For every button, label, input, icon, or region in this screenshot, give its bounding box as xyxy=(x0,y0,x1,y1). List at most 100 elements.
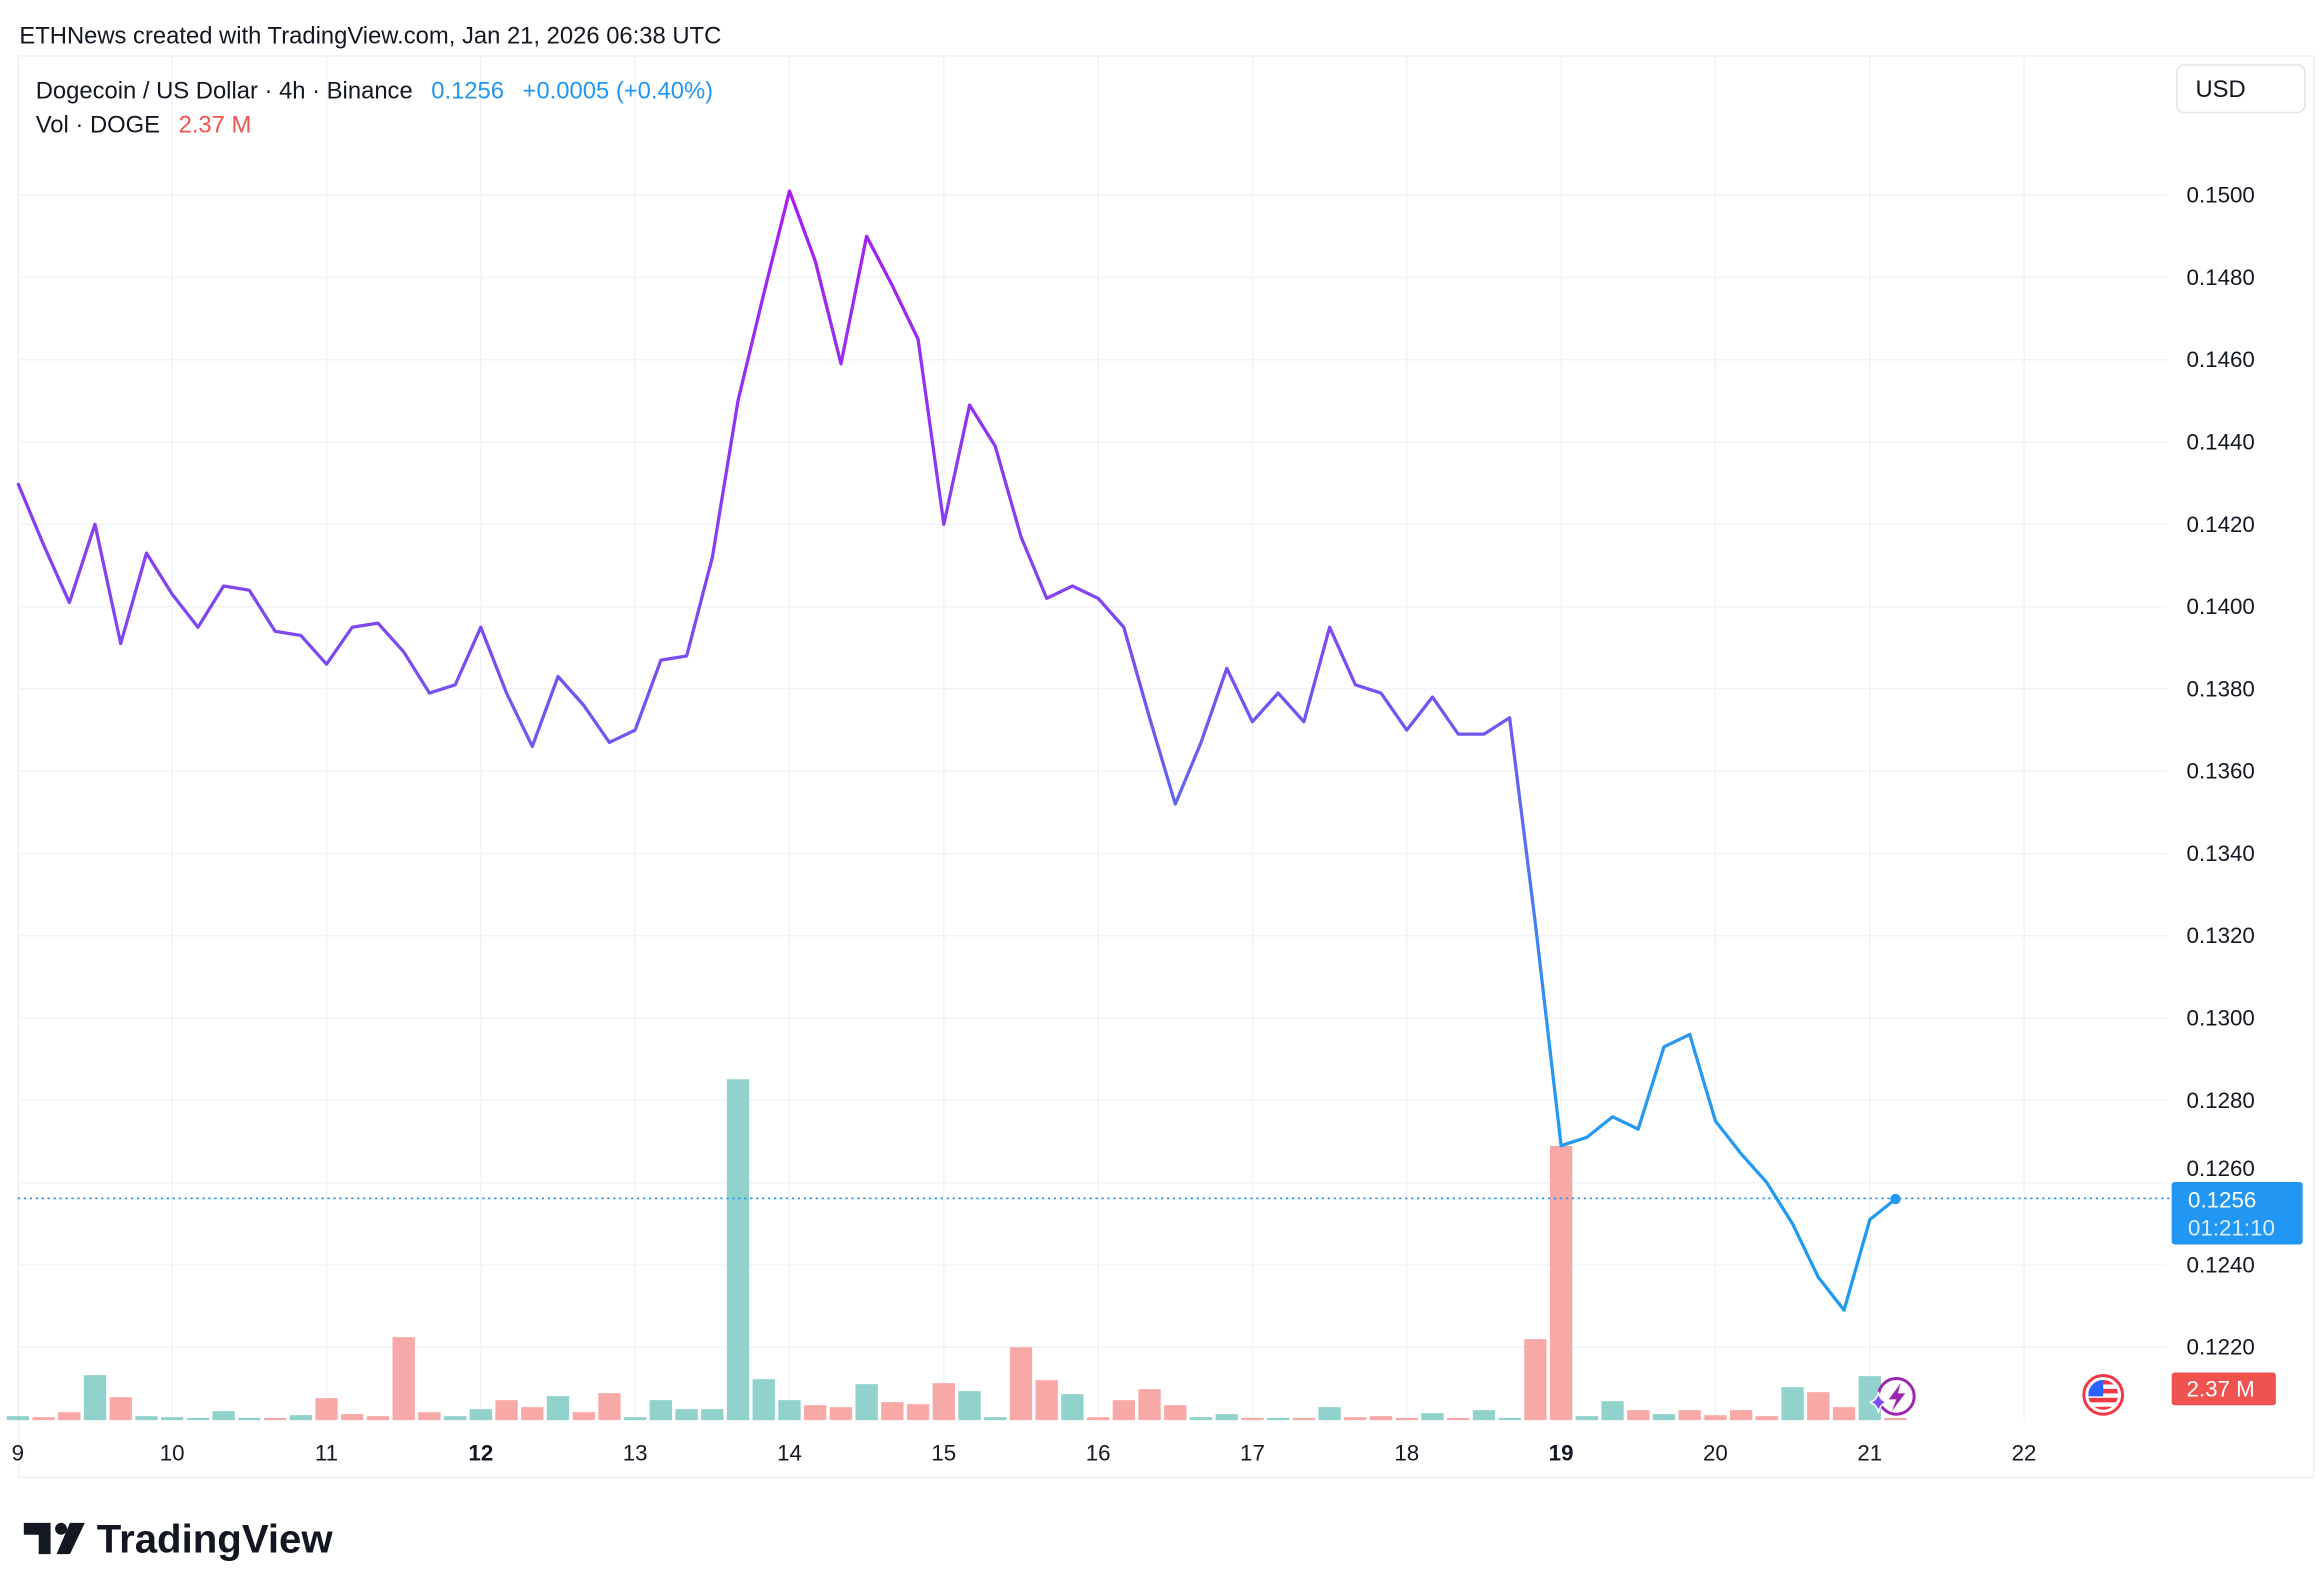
volume-bar xyxy=(546,1396,570,1421)
x-tick-label: 19 xyxy=(1549,1440,1574,1465)
volume-bar xyxy=(263,1417,287,1421)
y-tick-label: 0.1340 xyxy=(2187,841,2255,866)
us-flag-event-icon[interactable] xyxy=(2082,1374,2125,1416)
volume-bar xyxy=(1447,1417,1470,1421)
volume-bar xyxy=(83,1375,107,1421)
volume-bar xyxy=(315,1398,338,1421)
volume-bar xyxy=(855,1384,878,1421)
legend-change: +0.0005 (+0.40%) xyxy=(523,77,714,104)
volume-bar xyxy=(778,1400,801,1421)
volume-bar xyxy=(392,1337,415,1421)
volume-bar xyxy=(1781,1387,1804,1421)
y-tick-label: 0.1320 xyxy=(2187,923,2255,948)
volume-bar xyxy=(366,1416,390,1421)
volume-bar xyxy=(1267,1417,1290,1421)
volume-bar xyxy=(58,1412,81,1421)
legend-last-price: 0.1256 xyxy=(431,77,504,104)
grid xyxy=(17,56,2168,1421)
volume-bar xyxy=(1009,1347,1033,1421)
volume-bar xyxy=(1292,1417,1316,1421)
time-axis[interactable]: 9 10 11 12 13 14 15 16 17 18 19 20 21 22 xyxy=(12,1440,2037,1465)
volume-bar xyxy=(289,1415,312,1421)
volume-bar xyxy=(521,1407,544,1421)
volume-bar xyxy=(418,1412,441,1421)
x-tick-label: 20 xyxy=(1703,1440,1728,1465)
volume-bar xyxy=(1498,1417,1521,1421)
volume-bar xyxy=(161,1417,184,1421)
y-tick-label: 0.1440 xyxy=(2187,429,2255,454)
volume-bar xyxy=(1858,1376,1881,1421)
volume-tag: 2.37 M xyxy=(2171,1372,2276,1406)
x-tick-label: 15 xyxy=(931,1440,956,1465)
volume-bar xyxy=(1601,1401,1624,1421)
x-tick-label: 10 xyxy=(160,1440,185,1465)
y-tick-label: 0.1360 xyxy=(2187,759,2255,784)
volume-bar xyxy=(932,1383,955,1421)
y-tick-label: 0.1420 xyxy=(2187,512,2255,537)
tradingview-logo[interactable]: TradingView xyxy=(23,1517,334,1562)
volume-bar xyxy=(1112,1400,1136,1421)
volume-bar xyxy=(701,1409,724,1421)
tradingview-logo-icon xyxy=(23,1522,85,1555)
volume-legend-label: Vol · DOGE xyxy=(36,112,160,139)
lightning-event-icon[interactable] xyxy=(1869,1376,1916,1416)
brand-name: TradingView xyxy=(97,1517,334,1562)
volume-bar xyxy=(1344,1417,1367,1421)
last-price-dot xyxy=(1890,1193,1901,1205)
y-tick-label: 0.1480 xyxy=(2187,265,2255,290)
y-tick-label: 0.1300 xyxy=(2187,1006,2255,1031)
currency-label: USD xyxy=(2195,76,2245,103)
volume-bar xyxy=(881,1402,904,1421)
volume-bar xyxy=(212,1411,235,1421)
bar-countdown: 01:21:10 xyxy=(2188,1216,2275,1241)
x-tick-label: 22 xyxy=(2012,1440,2037,1465)
volume-bars xyxy=(6,1079,1907,1421)
chart-frame xyxy=(17,55,2315,1479)
volume-bar xyxy=(1575,1416,1598,1421)
y-tick-label: 0.1460 xyxy=(2187,347,2255,372)
volume-bar xyxy=(1704,1415,1727,1421)
y-tick-label: 0.1220 xyxy=(2187,1335,2255,1360)
volume-bar xyxy=(469,1409,492,1421)
y-tick-label: 0.1500 xyxy=(2187,183,2255,208)
y-tick-label: 0.1400 xyxy=(2187,594,2255,619)
attribution-text: ETHNews created with TradingView.com, Ja… xyxy=(19,22,721,49)
last-price-tag: 0.1256 01:21:10 xyxy=(2171,1182,2303,1245)
volume-bar xyxy=(1627,1410,1650,1421)
volume-bar xyxy=(752,1379,775,1421)
volume-bar xyxy=(1164,1405,1187,1421)
y-tick-label: 0.1240 xyxy=(2187,1252,2255,1277)
volume-bar xyxy=(1755,1416,1779,1421)
volume-bar xyxy=(1884,1417,1907,1421)
x-tick-label: 18 xyxy=(1394,1440,1419,1465)
volume-bar xyxy=(1421,1413,1444,1421)
svg-text:Dogecoin / US Dollar · 4h · Bi: Dogecoin / US Dollar · 4h · Binance 0.12… xyxy=(36,77,713,104)
volume-bar xyxy=(804,1405,827,1421)
x-tick-label: 14 xyxy=(777,1440,802,1465)
volume-bar xyxy=(906,1404,930,1421)
volume-bar xyxy=(572,1412,595,1421)
volume-bar xyxy=(623,1417,647,1421)
volume-bar xyxy=(1061,1394,1084,1421)
volume-bar xyxy=(1086,1417,1110,1421)
symbol-title: Dogecoin / US Dollar · 4h · Binance xyxy=(36,77,413,104)
volume-bar xyxy=(1678,1410,1701,1421)
volume-bar xyxy=(984,1417,1007,1421)
volume-bar xyxy=(829,1407,853,1421)
volume-bar xyxy=(186,1417,210,1421)
volume-bar xyxy=(1369,1416,1393,1421)
volume-bar xyxy=(32,1417,55,1421)
x-tick-label: 11 xyxy=(315,1440,338,1465)
volume-bar xyxy=(238,1417,261,1421)
x-tick-label: 21 xyxy=(1857,1440,1882,1465)
volume-bar xyxy=(958,1391,981,1421)
currency-button[interactable]: USD xyxy=(2176,64,2306,114)
x-tick-label: 17 xyxy=(1240,1440,1265,1465)
volume-bar xyxy=(1395,1417,1418,1421)
volume-tag-value: 2.37 M xyxy=(2187,1376,2255,1401)
volume-bar xyxy=(1729,1410,1753,1421)
volume-bar xyxy=(1189,1417,1213,1421)
price-axis[interactable]: 0.1220 0.1240 0.1260 0.1280 0.1300 0.1320 0.13… xyxy=(2187,183,2255,1360)
volume-bar xyxy=(443,1416,467,1421)
